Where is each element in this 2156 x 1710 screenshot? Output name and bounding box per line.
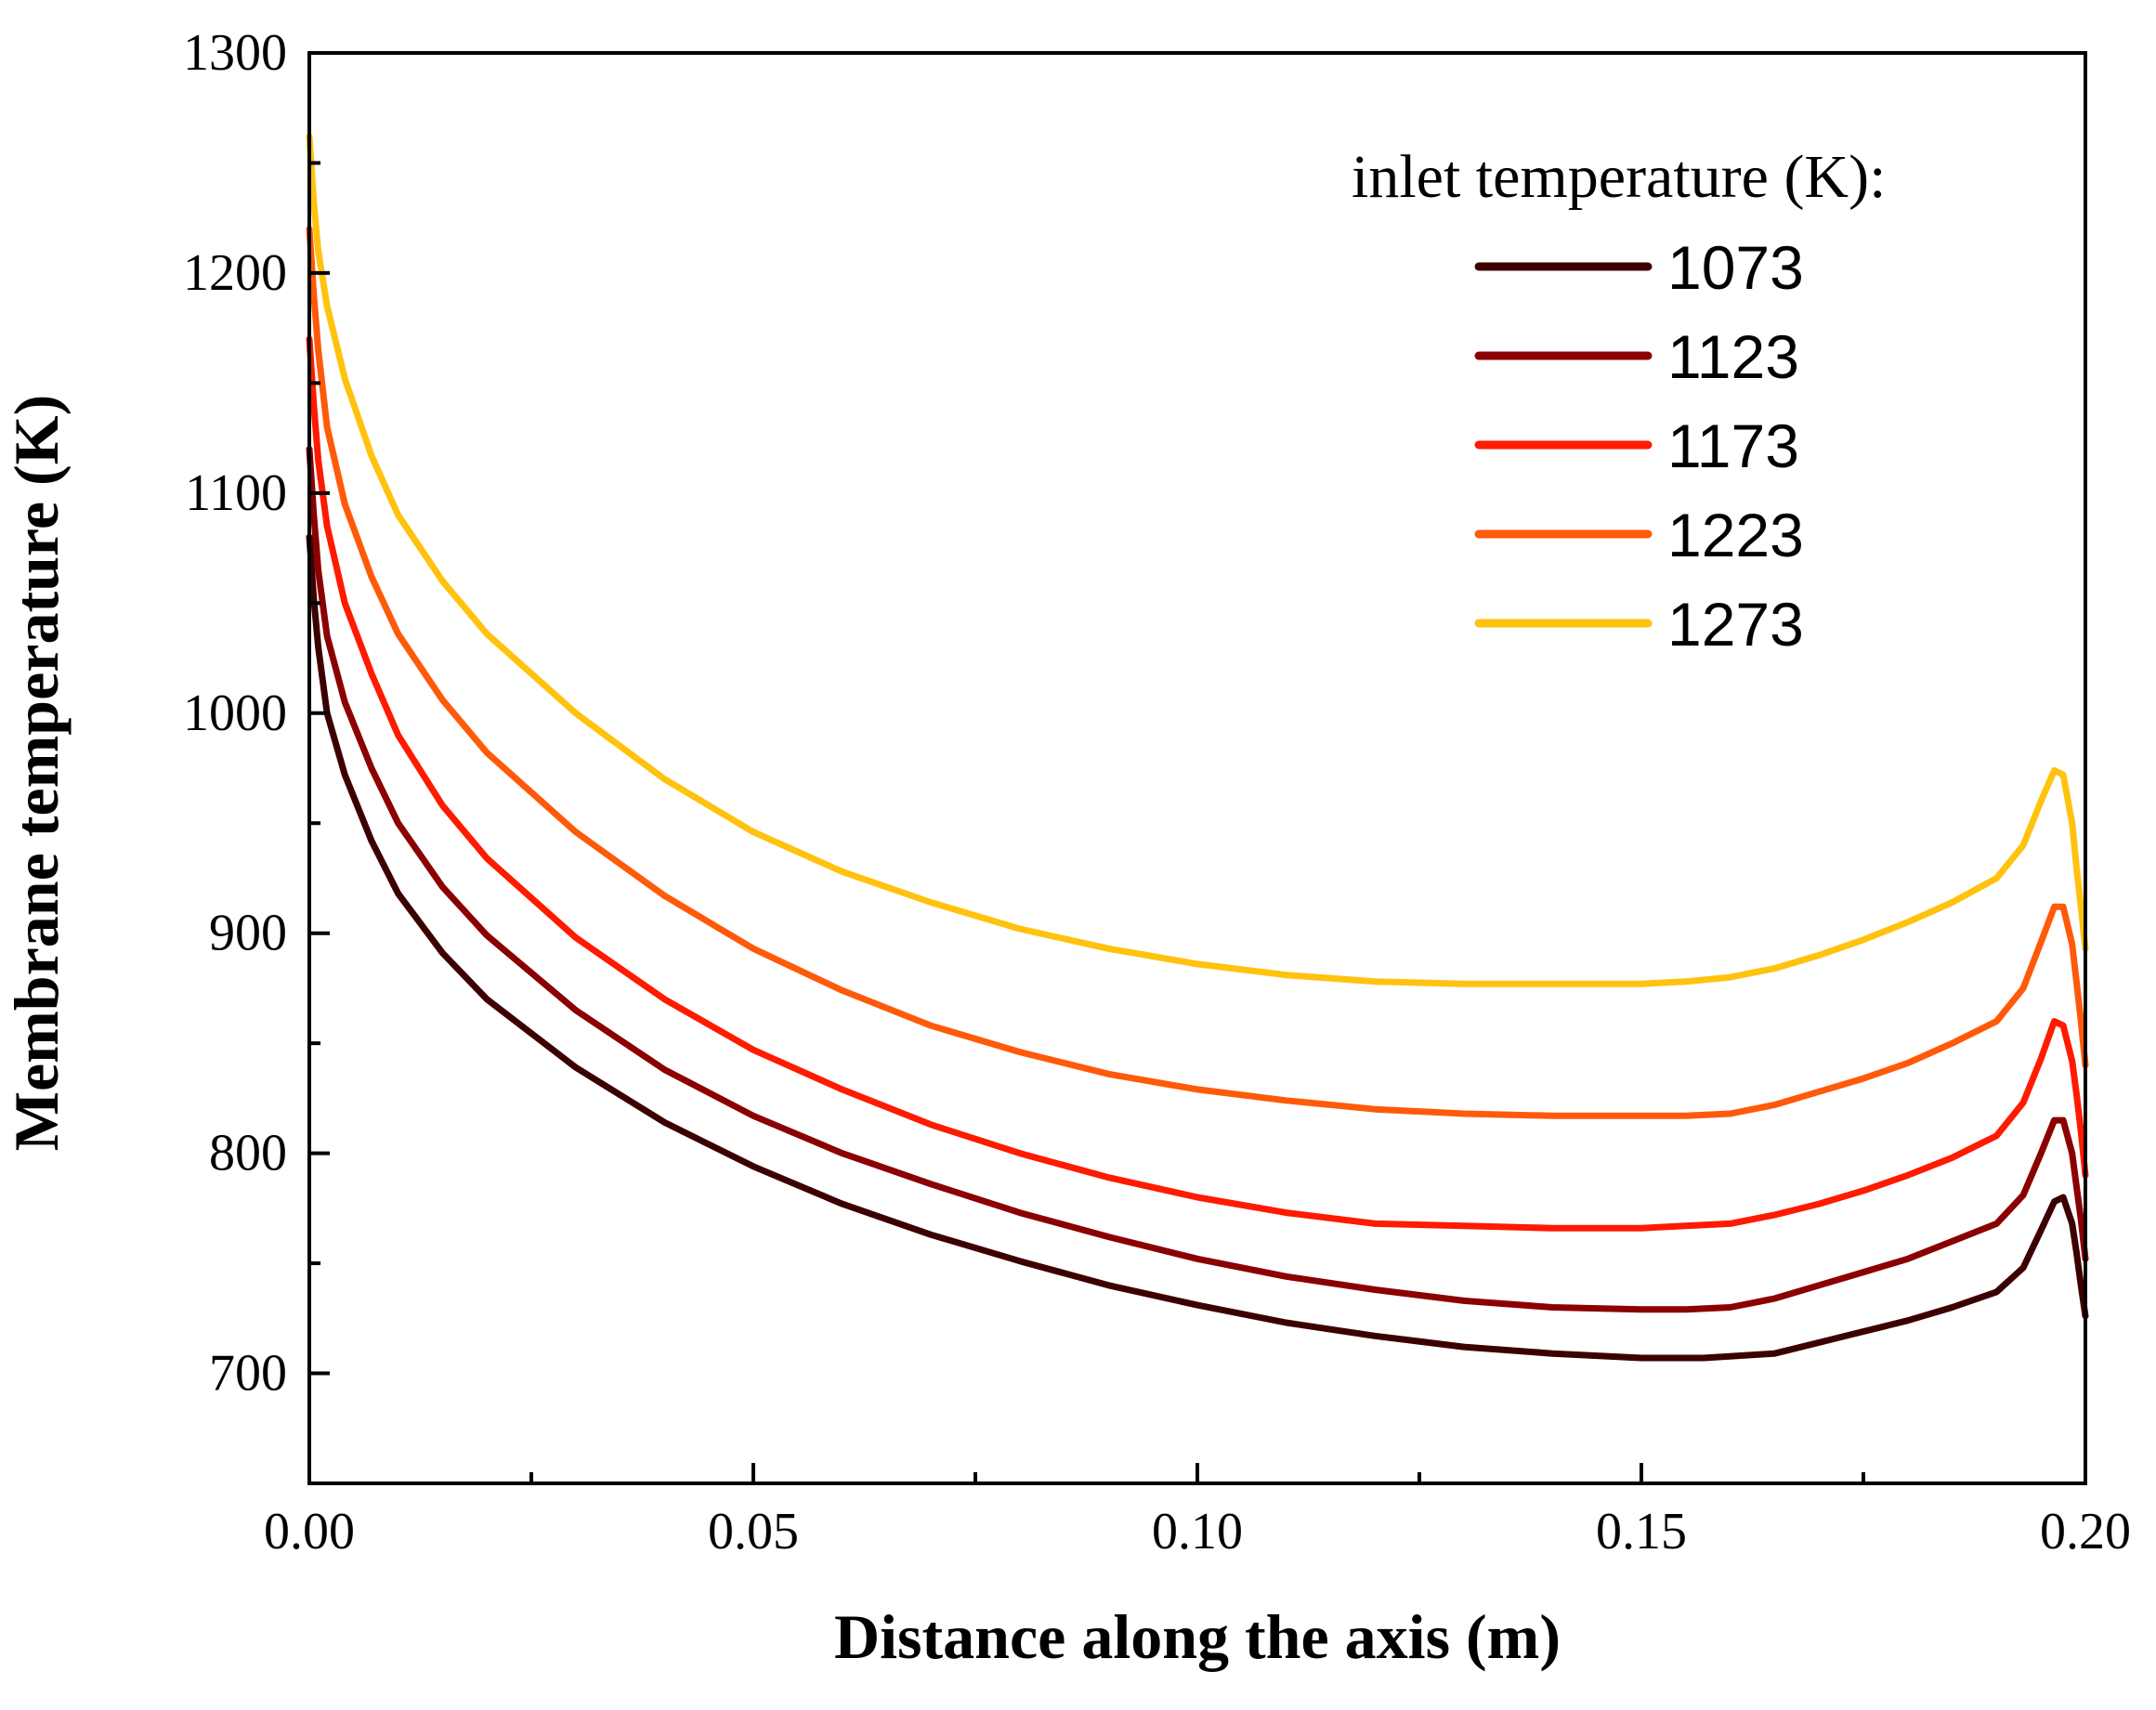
y-tick-label: 1200	[183, 244, 287, 302]
series-line-1273	[306, 133, 2089, 987]
series-line-1173	[306, 335, 2089, 1232]
legend-items: 1073 1123 1173 1223 1273	[1474, 233, 1804, 659]
legend-label: 1173	[1667, 411, 1799, 480]
y-tick-label: 1000	[183, 685, 287, 742]
plot-frame	[307, 51, 2087, 1485]
series-layer	[306, 133, 2089, 1362]
legend-title: inlet temperature (K):	[1352, 143, 1886, 211]
legend: inlet temperature (K): 10731123117312231…	[1352, 143, 1886, 659]
x-tick-label: 0.00	[264, 1503, 355, 1560]
ticks-layer: 0.00 0.05 0.10 0.15 0.20 700 800 900 1000 1100 120…	[183, 24, 2131, 1560]
x-tick-label: 0.10	[1152, 1503, 1243, 1560]
series-line-1123	[306, 446, 2089, 1313]
legend-label: 1073	[1667, 233, 1804, 302]
y-tick-label: 800	[209, 1125, 287, 1182]
x-tick-label: 0.05	[708, 1503, 799, 1560]
series-line-1223	[306, 226, 2089, 1119]
y-axis-title: Membrane temperature (K)	[1, 395, 72, 1151]
y-tick-label: 900	[209, 905, 287, 962]
y-tick-label: 1100	[185, 464, 287, 522]
x-tick-label: 0.15	[1596, 1503, 1687, 1560]
x-axis-title: Distance along the axis (m)	[834, 1601, 1561, 1672]
y-tick-label: 1300	[183, 24, 287, 82]
x-tick-label: 0.20	[2040, 1503, 2131, 1560]
series-line-1073	[306, 533, 2089, 1362]
legend-label: 1123	[1667, 322, 1799, 391]
legend-label: 1223	[1667, 501, 1804, 569]
legend-label: 1273	[1667, 590, 1804, 659]
y-tick-label: 700	[209, 1345, 287, 1403]
